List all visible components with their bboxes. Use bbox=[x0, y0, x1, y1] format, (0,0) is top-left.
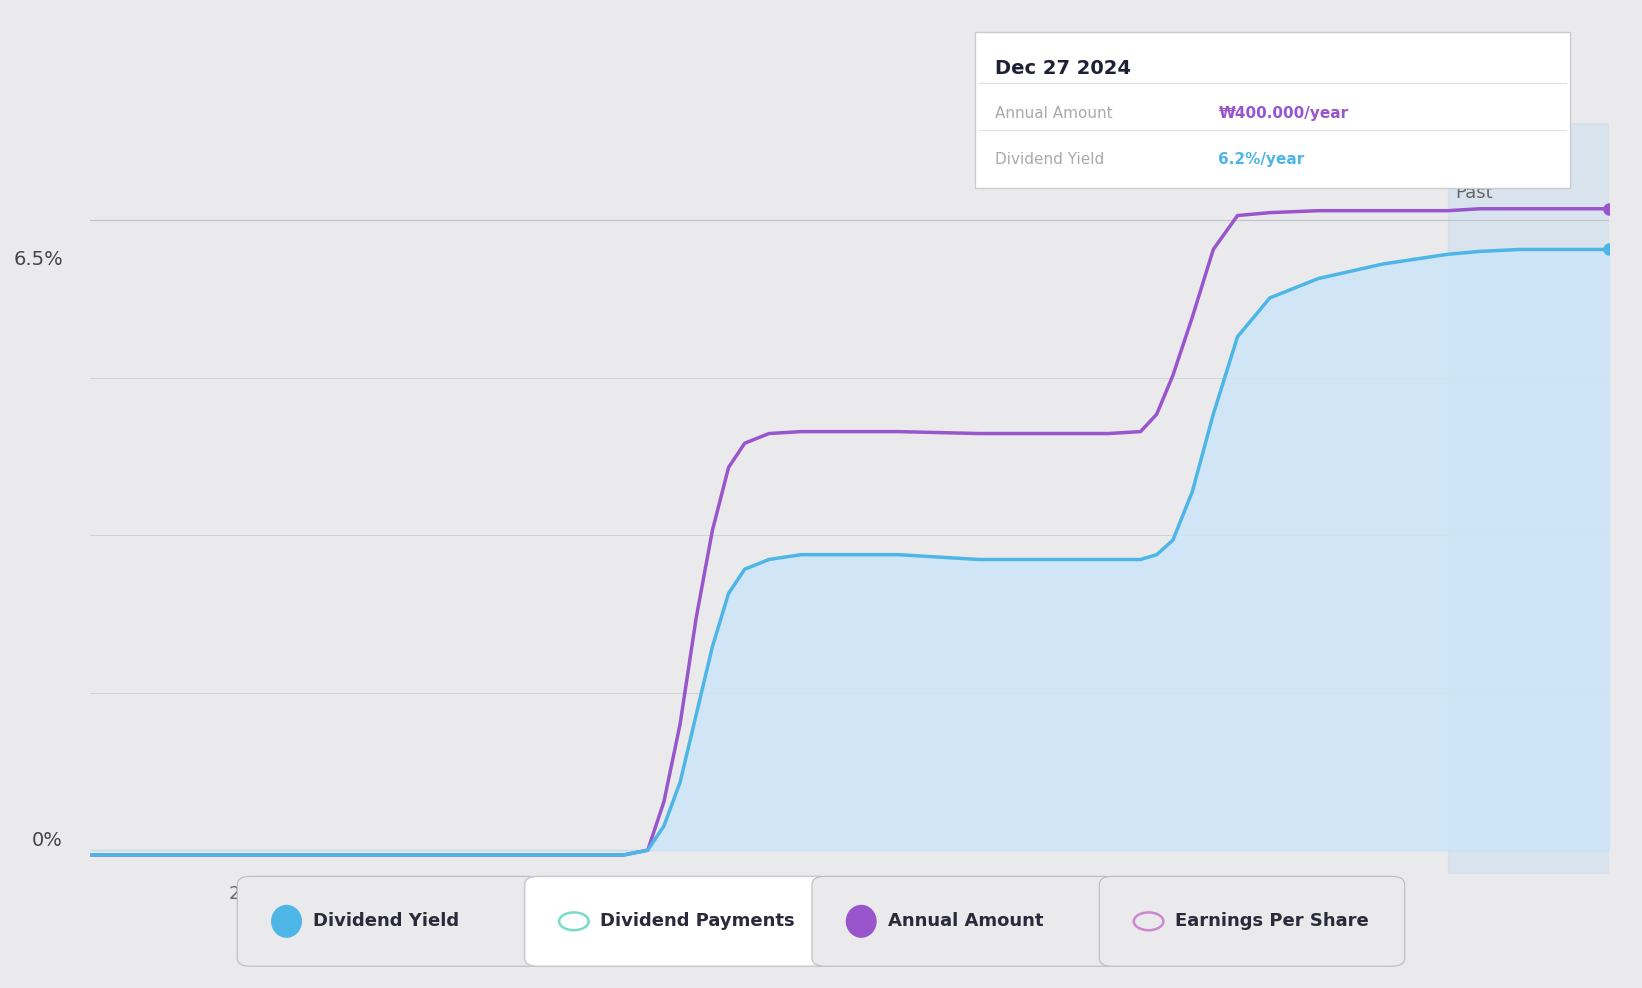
Bar bbox=[1448, 124, 1609, 874]
Text: Annual Amount: Annual Amount bbox=[995, 106, 1113, 121]
Text: ₩400.000/year: ₩400.000/year bbox=[1218, 106, 1348, 121]
Text: Dec 27 2024: Dec 27 2024 bbox=[995, 59, 1131, 78]
Text: Past: Past bbox=[1456, 184, 1493, 203]
Text: Annual Amount: Annual Amount bbox=[887, 912, 1043, 931]
Text: Dividend Yield: Dividend Yield bbox=[995, 152, 1105, 167]
Text: 6.5%: 6.5% bbox=[13, 250, 62, 269]
Text: 0%: 0% bbox=[33, 831, 62, 850]
Text: 6.2%/year: 6.2%/year bbox=[1218, 152, 1305, 167]
Text: Dividend Payments: Dividend Payments bbox=[601, 912, 795, 931]
Text: Earnings Per Share: Earnings Per Share bbox=[1176, 912, 1368, 931]
Text: Dividend Yield: Dividend Yield bbox=[312, 912, 458, 931]
